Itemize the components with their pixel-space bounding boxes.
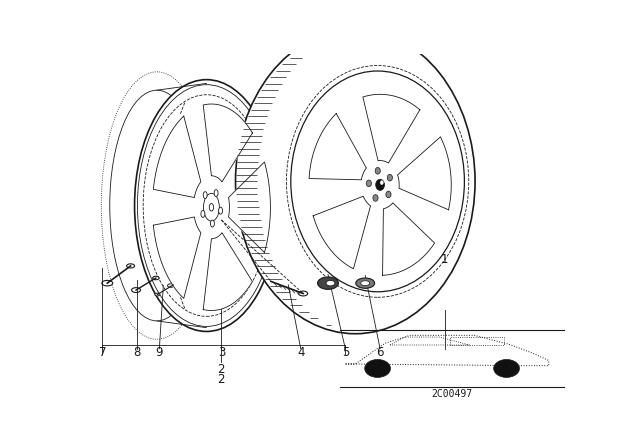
Text: 5: 5: [342, 346, 349, 359]
Polygon shape: [204, 233, 252, 310]
Ellipse shape: [134, 80, 278, 332]
Ellipse shape: [299, 291, 308, 296]
Polygon shape: [363, 95, 420, 163]
Text: 2: 2: [218, 373, 225, 386]
Text: 1: 1: [441, 253, 448, 266]
Ellipse shape: [219, 207, 223, 214]
Ellipse shape: [326, 280, 335, 286]
Ellipse shape: [380, 181, 383, 185]
Ellipse shape: [102, 280, 113, 286]
Ellipse shape: [375, 168, 380, 174]
Ellipse shape: [204, 194, 220, 221]
Circle shape: [365, 359, 390, 377]
Ellipse shape: [366, 180, 371, 187]
Ellipse shape: [376, 179, 385, 190]
Polygon shape: [204, 104, 252, 182]
Ellipse shape: [356, 278, 374, 289]
Polygon shape: [313, 196, 371, 269]
Polygon shape: [228, 162, 271, 253]
Ellipse shape: [214, 190, 218, 197]
Circle shape: [493, 359, 520, 377]
Ellipse shape: [127, 264, 134, 268]
Text: 3: 3: [218, 346, 225, 359]
Ellipse shape: [291, 71, 465, 292]
Polygon shape: [397, 137, 451, 210]
Ellipse shape: [317, 277, 339, 289]
Polygon shape: [154, 217, 201, 298]
Polygon shape: [154, 116, 201, 198]
Ellipse shape: [373, 194, 378, 201]
Ellipse shape: [168, 284, 174, 287]
Ellipse shape: [236, 29, 475, 334]
Ellipse shape: [361, 281, 370, 285]
Ellipse shape: [132, 288, 141, 293]
Text: 2C00497: 2C00497: [431, 389, 472, 399]
Text: 8: 8: [133, 346, 141, 359]
Text: 4: 4: [297, 346, 305, 359]
Ellipse shape: [211, 220, 214, 227]
Polygon shape: [309, 113, 366, 180]
Text: 7: 7: [99, 346, 106, 359]
Ellipse shape: [287, 65, 468, 297]
Text: 9: 9: [156, 346, 163, 359]
Ellipse shape: [155, 293, 160, 296]
Text: 2: 2: [218, 363, 225, 376]
Ellipse shape: [209, 203, 214, 211]
Ellipse shape: [386, 191, 391, 198]
Ellipse shape: [153, 276, 159, 280]
Ellipse shape: [387, 174, 392, 181]
Ellipse shape: [201, 211, 205, 217]
Text: 6: 6: [376, 346, 384, 359]
Ellipse shape: [204, 192, 207, 198]
Polygon shape: [383, 203, 435, 276]
